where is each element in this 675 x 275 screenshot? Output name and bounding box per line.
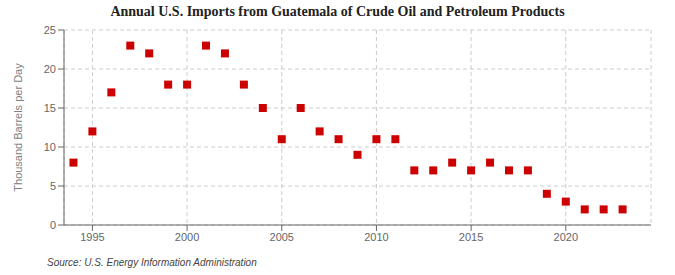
svg-text:15: 15 [44, 102, 56, 114]
html-text:Source: U.S. Energy Informatio: Source: U.S. Energy Information Administ… [47, 257, 257, 268]
svg-text:2015: 2015 [459, 231, 483, 243]
svg-text:25: 25 [44, 24, 56, 36]
svg-text:10: 10 [44, 141, 56, 153]
svg-text:5: 5 [50, 180, 56, 192]
svg-text:2000: 2000 [175, 231, 199, 243]
svg-text:2010: 2010 [364, 231, 388, 243]
svg-text:20: 20 [44, 63, 56, 75]
html-text:Annual U.S. Imports from Guate: Annual U.S. Imports from Guatemala of Cr… [110, 4, 565, 19]
svg-text:1995: 1995 [80, 231, 104, 243]
svg-text:Thousand Barrels per Day: Thousand Barrels per Day [12, 63, 24, 192]
svg-text:2020: 2020 [554, 231, 578, 243]
svg-text:0: 0 [50, 219, 56, 231]
svg-text:2005: 2005 [270, 231, 294, 243]
